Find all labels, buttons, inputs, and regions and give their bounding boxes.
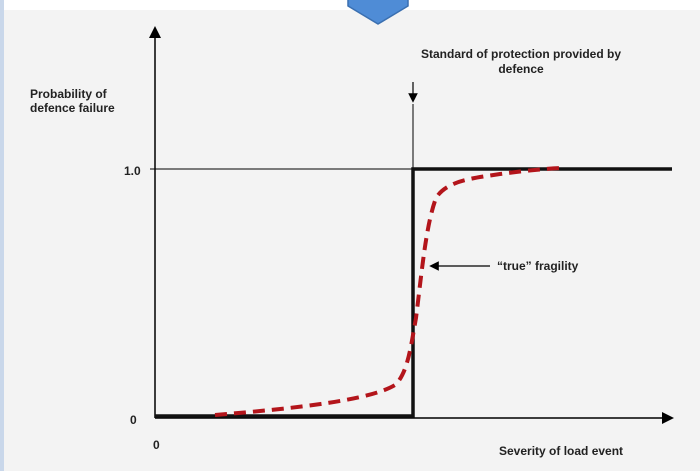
tick-label-zero-x: 0 [153, 438, 160, 452]
left-edge-strip [0, 0, 4, 471]
x-axis-label: Severity of load event [499, 444, 624, 458]
tick-label-zero-y: 0 [130, 413, 137, 427]
true-fragility-curve [214, 166, 566, 417]
diagram-panel [4, 10, 700, 471]
true-fragility-label: “true” fragility [497, 259, 579, 273]
standard-of-protection-label: Standard of protection provided by defen… [420, 47, 621, 76]
down-arrow-icon [347, 0, 409, 25]
tick-label-one: 1.0 [124, 164, 141, 178]
y-axis-label: Probability of defence failure [30, 87, 115, 115]
step-fragility-curve [155, 167, 672, 418]
